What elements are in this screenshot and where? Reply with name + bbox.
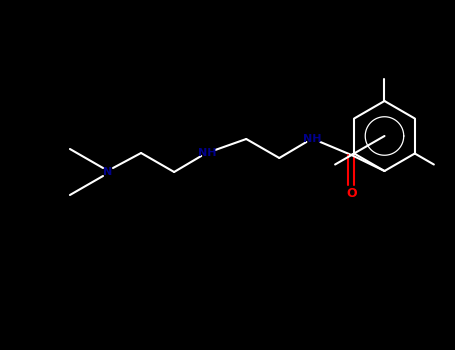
Text: NH: NH	[303, 134, 322, 144]
Text: N: N	[103, 167, 113, 177]
Text: O: O	[346, 187, 357, 200]
Text: NH: NH	[198, 148, 217, 158]
